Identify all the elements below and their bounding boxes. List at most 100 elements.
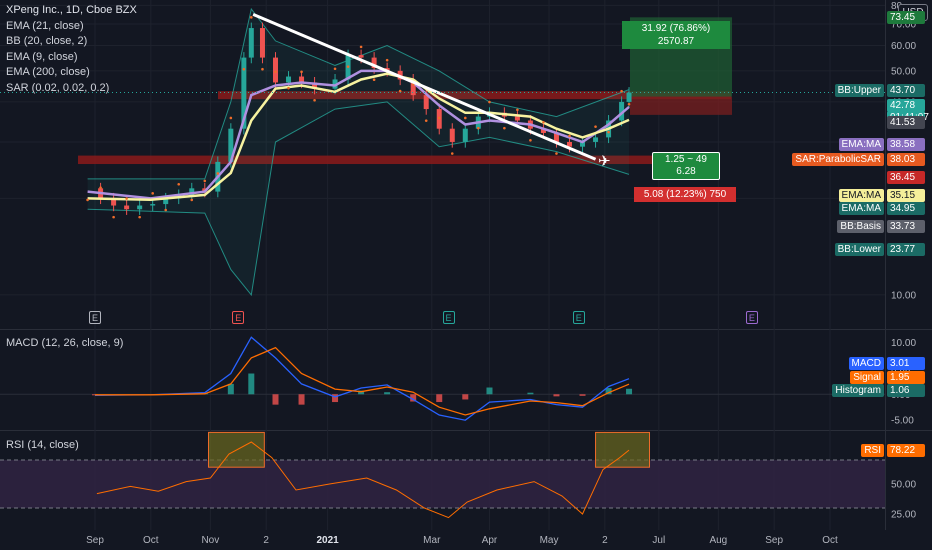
symbol-title: XPeng Inc., 1D, Cboe BZX xyxy=(6,4,137,16)
macd-name-tag: Histogram xyxy=(832,384,884,397)
macd-histogram-bar xyxy=(579,394,586,396)
rsi-legend: RSI (14, close) xyxy=(6,438,79,454)
indicator-name-tag: EMA:MA xyxy=(838,202,884,216)
candle-body xyxy=(553,132,559,142)
macd-histogram-bar xyxy=(272,394,279,405)
time-tick-label: Sep xyxy=(86,535,104,546)
position-profit-label: 31.92 (76.86%) 2570.87 xyxy=(622,21,730,49)
candle-body xyxy=(124,205,130,210)
signal-line xyxy=(95,346,630,416)
macd-histogram-bar xyxy=(436,394,443,403)
trade-tooltip-line-1: 1.25 ~ 49 xyxy=(665,154,707,165)
sar-dot xyxy=(138,215,141,219)
sar-dot xyxy=(503,126,506,130)
time-tick-label: Nov xyxy=(201,535,219,546)
price-tick-label: 70.00 xyxy=(891,20,916,31)
price-axis-label: 41.53 xyxy=(887,115,925,129)
macd-value-label: 1.95 xyxy=(887,370,925,384)
sar-dot xyxy=(203,179,207,183)
candle-body xyxy=(566,141,572,147)
price-axis-label: 43.70 xyxy=(887,83,925,97)
candle-body xyxy=(449,128,455,142)
sar-dot xyxy=(86,198,89,202)
sar-dot xyxy=(516,108,519,112)
earnings-marker[interactable]: E xyxy=(572,311,585,324)
candle-body xyxy=(619,101,625,121)
macd-legend: MACD (12, 26, close, 9) xyxy=(6,336,123,352)
sar-dot xyxy=(287,86,290,90)
trendline xyxy=(252,13,597,161)
price-tick-label: 10.00 xyxy=(891,290,916,301)
sar-dot xyxy=(216,172,220,175)
study-ema200: EMA (200, close) xyxy=(6,66,90,78)
sar-dot xyxy=(346,65,350,68)
indicator-name-tag: EMA:MA xyxy=(838,138,884,152)
price-axis-label: 23.77 xyxy=(887,243,925,257)
macd-histogram-bar xyxy=(605,388,612,395)
sar-dot xyxy=(300,70,303,74)
candle-body xyxy=(299,76,305,83)
price-tick-label: 60.00 xyxy=(891,41,916,52)
earnings-marker[interactable]: E xyxy=(232,311,245,324)
candle-body xyxy=(580,141,586,147)
candle-body xyxy=(514,116,520,121)
sar-dot xyxy=(112,215,115,219)
sar-dot xyxy=(529,138,532,142)
macd-histogram-bar xyxy=(248,373,255,395)
rsi-name-tag: RSI xyxy=(861,444,884,458)
study-ema21: EMA (21, close) xyxy=(6,19,84,32)
macd-value-label: 3.01 xyxy=(887,357,925,370)
study-sar: SAR (0.02, 0.02, 0.2) xyxy=(6,81,110,94)
candle-body xyxy=(312,82,318,89)
sar-dot xyxy=(488,100,491,104)
rsi-highlight-box xyxy=(595,431,651,468)
macd-histogram-bar xyxy=(227,383,234,395)
macd-tick-label: 10.00 xyxy=(891,338,916,349)
sar-dot xyxy=(620,89,623,93)
sar-dot xyxy=(385,58,389,62)
sar-dot xyxy=(372,78,376,82)
sar-dot xyxy=(242,67,246,71)
candle-body xyxy=(540,128,546,133)
sar-dot xyxy=(164,208,168,212)
price-tick-label: 50.00 xyxy=(891,66,916,77)
macd-histogram-bar xyxy=(462,394,469,400)
price-axis-label: 33.73 xyxy=(887,219,925,233)
macd-line xyxy=(94,336,630,421)
candle-body xyxy=(259,28,265,58)
earnings-marker[interactable]: E xyxy=(442,311,455,324)
sar-dot xyxy=(477,126,480,130)
main-legend: XPeng Inc., 1D, Cboe BZX EMA (21, close)… xyxy=(6,3,137,96)
candle-body xyxy=(137,205,143,210)
position-stop-zone xyxy=(630,96,732,115)
rsi-tick-label: 25.00 xyxy=(891,510,916,521)
sar-dot xyxy=(437,116,441,120)
earnings-marker[interactable]: E xyxy=(745,311,758,324)
macd-value-label: 1.06 xyxy=(887,384,925,397)
trade-tooltip: 1.25 ~ 49 6.28 xyxy=(652,152,720,180)
sar-dot xyxy=(229,116,233,120)
sar-dot xyxy=(594,125,597,128)
position-stop-label: 5.08 (12.23%) 750 xyxy=(634,187,736,202)
candle-body xyxy=(111,198,117,206)
time-tick-label: 2 xyxy=(602,535,608,546)
study-bb: BB (20, close, 2) xyxy=(6,35,88,47)
indicator-name-tag: BB:Lower xyxy=(834,243,884,257)
sar-dot xyxy=(125,197,128,200)
sar-dot xyxy=(555,152,558,155)
sar-dot xyxy=(359,45,363,49)
indicator-name-tag: BB:Upper xyxy=(834,83,884,97)
airplane-icon: ✈ xyxy=(598,153,611,170)
macd-histogram-bar xyxy=(410,394,417,402)
sar-dot xyxy=(177,182,181,186)
study-ema9: EMA (9, close) xyxy=(6,50,78,63)
candle-body xyxy=(410,79,416,96)
sar-dot xyxy=(463,116,467,120)
rsi-title: RSI (14, close) xyxy=(6,439,79,451)
time-tick-label: 2021 xyxy=(316,535,339,546)
price-axis-label: 36.45 xyxy=(887,171,925,185)
earnings-marker[interactable]: E xyxy=(89,311,101,324)
rsi-value-label: 78.22 xyxy=(887,444,925,458)
candle-body xyxy=(150,204,156,206)
